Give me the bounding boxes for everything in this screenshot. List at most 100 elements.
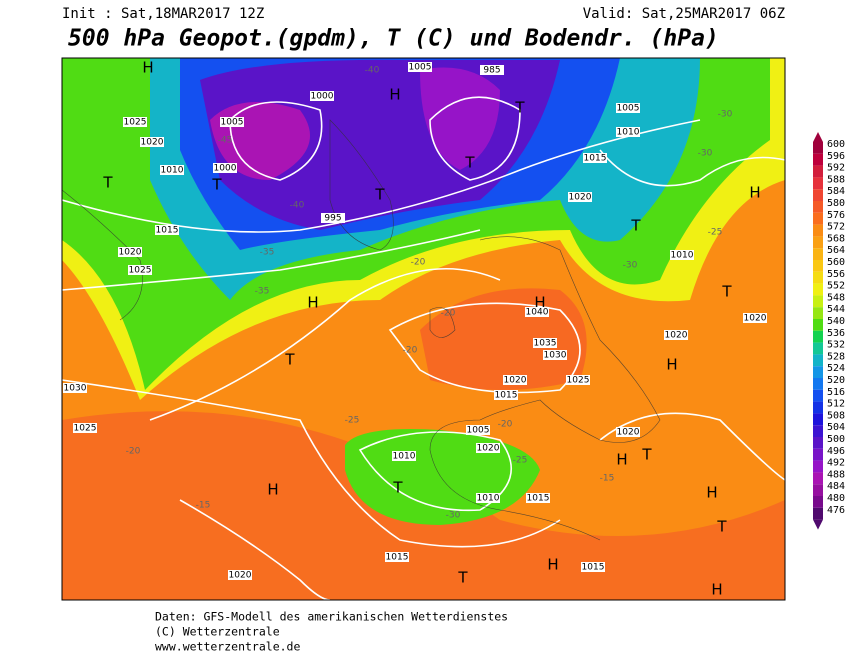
isobar-label: 1030 <box>64 384 87 394</box>
pressure-center: H <box>307 294 318 312</box>
colorbar-swatch <box>813 201 823 213</box>
temperature-label: -25 <box>708 228 723 238</box>
isobar-label: 1020 <box>504 376 527 386</box>
isobar-label: 1010 <box>617 128 640 138</box>
colorbar-swatch <box>813 153 823 166</box>
init-time: Init : Sat,18MAR2017 12Z <box>62 6 264 22</box>
colorbar-swatch <box>813 307 823 319</box>
temperature-label: -35 <box>255 287 270 297</box>
label-box <box>526 493 550 503</box>
colorbar-swatch <box>813 460 823 473</box>
colorbar-swatch <box>813 496 823 508</box>
pressure-center: H <box>749 184 760 202</box>
colorbar-swatch <box>813 507 823 520</box>
pressure-center: H <box>666 356 677 374</box>
coastlines <box>62 119 661 541</box>
valid-time: Valid: Sat,25MAR2017 06Z <box>583 6 785 22</box>
isobar-label: 1010 <box>671 251 694 261</box>
pressure-center: T <box>716 518 727 536</box>
isobar-label: 1020 <box>141 138 164 148</box>
label-box <box>583 153 607 163</box>
isobar-label: 1020 <box>744 314 767 324</box>
isobar-label: 1020 <box>477 444 500 454</box>
pressure-center: H <box>547 556 558 574</box>
footer-line: Daten: GFS-Modell des amerikanischen Wet… <box>155 610 508 624</box>
colorbar-label: 588 <box>827 174 845 185</box>
label-box <box>160 165 184 175</box>
colorbar-label: 476 <box>827 505 845 516</box>
colorbar-label: 568 <box>827 233 845 244</box>
colorbar-swatch <box>813 401 823 414</box>
temperature-label: -30 <box>698 149 713 159</box>
colorbar-swatch <box>813 224 823 237</box>
footer-line: (C) Wetterzentrale <box>155 625 280 639</box>
colorbar-label: 524 <box>827 363 845 374</box>
label-box <box>480 65 504 75</box>
colorbar-label: 520 <box>827 375 845 386</box>
pressure-center: H <box>267 481 278 499</box>
temperature-label: -15 <box>600 474 615 484</box>
label-box <box>670 250 694 260</box>
colorbar-label: 512 <box>827 399 845 410</box>
label-box <box>466 425 490 435</box>
label-box <box>228 570 252 580</box>
colorbar-label: 580 <box>827 198 845 209</box>
pressure-center: H <box>711 581 722 599</box>
colorbar-label: 596 <box>827 151 845 162</box>
isobar-label: 1020 <box>119 248 142 258</box>
isobar-label: 1015 <box>527 494 550 504</box>
isobar-label: 1020 <box>617 428 640 438</box>
isobar-label: 1020 <box>665 331 688 341</box>
map-frame <box>61 57 786 601</box>
colorbar-label: 592 <box>827 163 845 174</box>
colorbar-label: 584 <box>827 186 845 197</box>
label-box <box>743 313 767 323</box>
colorbar-swatch <box>813 413 823 426</box>
isobar-label: 985 <box>483 66 500 76</box>
colorbar-label: 548 <box>827 292 845 303</box>
label-box <box>128 265 152 275</box>
colorbar-arrow-top <box>813 132 823 142</box>
colorbar-label: 544 <box>827 304 845 315</box>
pressure-center: T <box>284 351 295 369</box>
isobar-label: 1015 <box>584 154 607 164</box>
colorbar-label: 536 <box>827 328 845 339</box>
isobar-label: 1000 <box>311 92 334 102</box>
label-box <box>392 451 416 461</box>
colorbar-label: 496 <box>827 446 845 457</box>
label-box <box>213 163 237 173</box>
label-box <box>220 117 244 127</box>
isobar-label: 1000 <box>214 164 237 174</box>
colorbar-swatch <box>813 295 823 308</box>
colorbar-label: 492 <box>827 458 845 469</box>
isobars <box>62 96 785 600</box>
colorbar-swatch <box>813 319 823 331</box>
colorbar-swatch <box>813 425 823 437</box>
label-box <box>568 192 592 202</box>
pressure-center: H <box>389 86 400 104</box>
temperature-label: -20 <box>126 447 141 457</box>
colorbar-label: 488 <box>827 469 845 480</box>
isobar-label: 1005 <box>467 426 490 436</box>
isobar-label: 1020 <box>229 571 252 581</box>
temperature-label: -30 <box>446 511 461 521</box>
temperature-label: -20 <box>498 420 513 430</box>
isobar-label: 1015 <box>495 391 518 401</box>
colorbar-swatch <box>813 389 823 402</box>
colorbar-label: 508 <box>827 410 845 421</box>
colorbar-swatch <box>813 260 823 272</box>
colorbar-label: 576 <box>827 210 845 221</box>
label-box <box>533 338 557 348</box>
colorbar-swatch <box>813 271 823 284</box>
isobar-label: 1005 <box>221 118 244 128</box>
colorbar-label: 484 <box>827 481 845 492</box>
pressure-center: H <box>706 484 717 502</box>
pressure-center: T <box>641 446 652 464</box>
label-box <box>503 375 527 385</box>
isobar-label: 1020 <box>569 193 592 203</box>
label-box <box>73 423 97 433</box>
isobar-label: 1010 <box>477 494 500 504</box>
colorbar-swatch <box>813 378 823 390</box>
pressure-center: H <box>616 451 627 469</box>
